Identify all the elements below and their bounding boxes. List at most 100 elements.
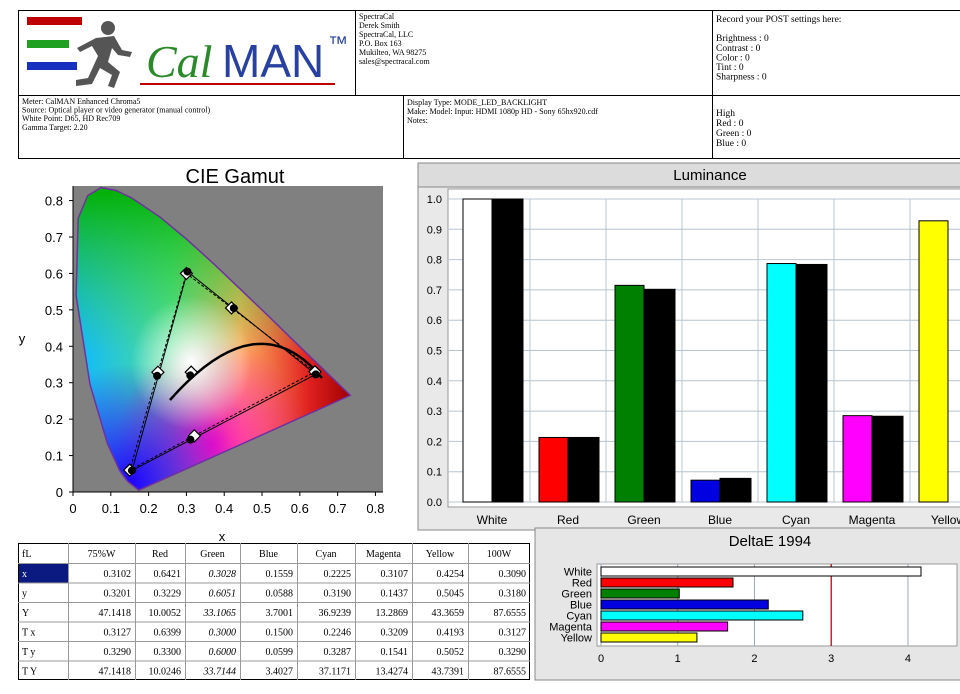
- info-line: Derek Smith: [359, 21, 400, 30]
- x-axis-label: x: [219, 529, 226, 544]
- y-tick-label: White: [564, 567, 592, 579]
- table-frame: [18, 543, 530, 680]
- bar: [871, 415, 904, 503]
- x-tick-label: 2: [751, 653, 757, 665]
- table-header: 100W: [487, 549, 512, 560]
- y-tick-label: 0.0: [427, 497, 442, 509]
- x-tick-label: Magenta: [849, 513, 896, 527]
- table-cell: 0.3090: [499, 569, 527, 580]
- y-tick-label: 0.4: [427, 376, 442, 388]
- chart-title: DeltaE 1994: [729, 533, 812, 550]
- table-cell: 3.4027: [266, 667, 294, 678]
- table-cell: 0.3290: [104, 647, 132, 658]
- row-label: y: [22, 589, 27, 600]
- table-header: Blue: [259, 549, 278, 560]
- table-cell: 33.7144: [203, 667, 237, 678]
- logo-bar: [27, 17, 82, 25]
- table-cell: 13.4274: [376, 667, 409, 678]
- info-line: P.O. Box 163: [359, 39, 402, 48]
- table-cell: 0.3102: [104, 569, 132, 580]
- row-label: T Y: [22, 667, 37, 678]
- x-tick-label: 0.6: [291, 501, 309, 516]
- info-line: Color : 0: [716, 53, 750, 63]
- table-cell: 0.3300: [154, 647, 182, 658]
- y-tick-label: Cyan: [566, 611, 592, 623]
- bar: [600, 588, 680, 599]
- y-tick-label: 1.0: [427, 194, 442, 206]
- y-tick-label: 0.5: [427, 346, 442, 358]
- measured-point: [153, 371, 162, 380]
- table-cell: 0.3290: [499, 647, 527, 658]
- table-cell: 0.3028: [209, 569, 237, 580]
- x-tick-label: Cyan: [782, 513, 810, 527]
- table-cell: 37.1171: [319, 667, 351, 678]
- logo-runner: [76, 21, 132, 88]
- y-tick-label: Green: [561, 589, 592, 601]
- table-cell: 0.0599: [266, 647, 294, 658]
- x-tick-label: 0.3: [177, 501, 195, 516]
- y-tick-label: 0.7: [45, 230, 63, 245]
- selected-cell: [19, 564, 68, 583]
- table-cell: 0.4193: [437, 628, 465, 639]
- table-cell: 10.0052: [149, 608, 182, 619]
- table-cell: 0.2246: [324, 628, 352, 639]
- table-cell: 0.3190: [324, 589, 352, 600]
- bar: [600, 599, 769, 610]
- table-header: Green: [200, 549, 224, 560]
- info-line: Red : 0: [716, 119, 744, 129]
- measured-point: [311, 370, 320, 379]
- y-tick-label: 0.3: [427, 406, 442, 418]
- table-cell: 3.7001: [266, 608, 294, 619]
- x-tick-label: Red: [557, 513, 579, 527]
- info-line: Notes:: [407, 116, 428, 125]
- x-tick-label: 3: [828, 653, 834, 665]
- measured-point: [186, 435, 195, 444]
- table-cell: 0.1541: [381, 647, 409, 658]
- table-cell: 0.3201: [104, 589, 132, 600]
- info-line: Brightness : 0: [716, 34, 769, 44]
- header-frame: [18, 10, 960, 159]
- table-cell: 47.1418: [99, 667, 132, 678]
- x-tick-label: White: [477, 513, 508, 527]
- bar: [538, 436, 569, 503]
- bar: [600, 577, 734, 588]
- bar: [567, 436, 600, 503]
- table-cell: 0.5052: [437, 647, 465, 658]
- x-tick-label: 0: [598, 653, 604, 665]
- table-cell: 0.0588: [266, 589, 294, 600]
- y-tick-label: 0.6: [45, 266, 63, 281]
- table-cell: 0.3107: [381, 569, 409, 580]
- x-tick-label: 0.1: [102, 501, 120, 516]
- table-cell: 0.3287: [324, 647, 352, 658]
- measured-point: [229, 304, 238, 313]
- row-label: x: [22, 569, 27, 580]
- table-cell: 47.1418: [99, 608, 132, 619]
- info-line: SpectraCal, LLC: [359, 30, 413, 39]
- y-tick-label: Magenta: [549, 622, 593, 634]
- measured-point: [186, 371, 195, 380]
- table-cell: 0.6421: [154, 569, 182, 580]
- runner-body: [76, 36, 132, 88]
- y-tick-label: 0.3: [45, 376, 63, 391]
- info-line: Gamma Target: 2.20: [22, 123, 88, 132]
- chart-title: CIE Gamut: [186, 166, 285, 188]
- table-cell: 87.6555: [494, 667, 527, 678]
- bar: [462, 198, 493, 503]
- table-cell: 0.1559: [266, 569, 294, 580]
- bar: [491, 198, 524, 503]
- info-line: Green : 0: [716, 129, 752, 139]
- logo-text: Cal: [146, 36, 212, 87]
- y-tick-label: 0.2: [45, 412, 63, 427]
- x-tick-label: 0.7: [329, 501, 347, 516]
- table-header: 75%W: [88, 549, 116, 560]
- x-tick-label: Yellow: [931, 513, 960, 527]
- bar: [600, 632, 698, 643]
- logo: Cal MAN ™: [27, 17, 348, 88]
- chart-title: Luminance: [673, 167, 746, 184]
- y-tick-label: 0.4: [45, 339, 63, 354]
- info-line: Mukilteo, WA 98275: [359, 48, 426, 57]
- x-tick-label: Blue: [708, 513, 732, 527]
- chart-title-band: [417, 162, 960, 188]
